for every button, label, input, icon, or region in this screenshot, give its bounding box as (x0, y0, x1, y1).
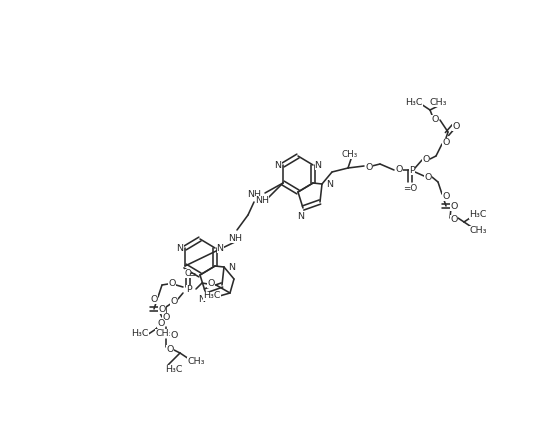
Text: O: O (170, 298, 178, 306)
Text: O: O (170, 330, 178, 340)
Text: =: = (188, 271, 196, 279)
Text: O: O (424, 173, 432, 181)
Text: N: N (327, 179, 333, 189)
Text: CH₃: CH₃ (155, 328, 173, 338)
Text: N: N (217, 243, 223, 252)
Text: O: O (185, 268, 191, 278)
Text: O: O (207, 279, 214, 287)
Text: O: O (442, 138, 450, 146)
Text: P: P (186, 284, 192, 293)
Text: NH: NH (247, 189, 261, 198)
Text: CH₃: CH₃ (342, 149, 358, 159)
Text: CH₃: CH₃ (187, 357, 205, 365)
Text: NH: NH (255, 195, 269, 205)
Text: H₃C: H₃C (131, 328, 148, 338)
Text: CH₃: CH₃ (469, 225, 487, 235)
Text: N: N (274, 160, 282, 170)
Text: H₃C: H₃C (469, 209, 487, 219)
Text: O: O (442, 192, 450, 200)
Text: NH: NH (228, 233, 242, 243)
Text: N: N (298, 211, 305, 221)
Text: N: N (228, 262, 235, 271)
Text: O: O (150, 295, 158, 303)
Text: O: O (158, 305, 166, 314)
Text: N: N (315, 160, 322, 170)
Text: O: O (365, 162, 373, 171)
Text: O: O (157, 319, 164, 327)
Text: O: O (168, 279, 175, 287)
Text: P: P (409, 165, 415, 175)
Text: O: O (162, 313, 170, 322)
Text: N: N (177, 243, 184, 252)
Text: O: O (166, 344, 174, 354)
Text: O: O (450, 201, 458, 211)
Text: N: N (199, 295, 206, 303)
Text: H₃C: H₃C (165, 365, 183, 373)
Text: O: O (431, 114, 439, 124)
Text: O: O (395, 165, 403, 173)
Text: CH₃: CH₃ (429, 97, 447, 106)
Text: =O: =O (403, 184, 417, 192)
Text: O: O (450, 214, 458, 224)
Text: H₃C: H₃C (204, 292, 221, 300)
Text: H₃C: H₃C (405, 97, 423, 106)
Text: O: O (452, 122, 460, 130)
Text: O: O (422, 154, 430, 163)
